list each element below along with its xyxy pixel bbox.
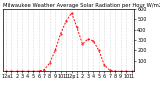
- Text: Milwaukee Weather Average Solar Radiation per Hour W/m2 (Last 24 Hours): Milwaukee Weather Average Solar Radiatio…: [3, 3, 160, 8]
